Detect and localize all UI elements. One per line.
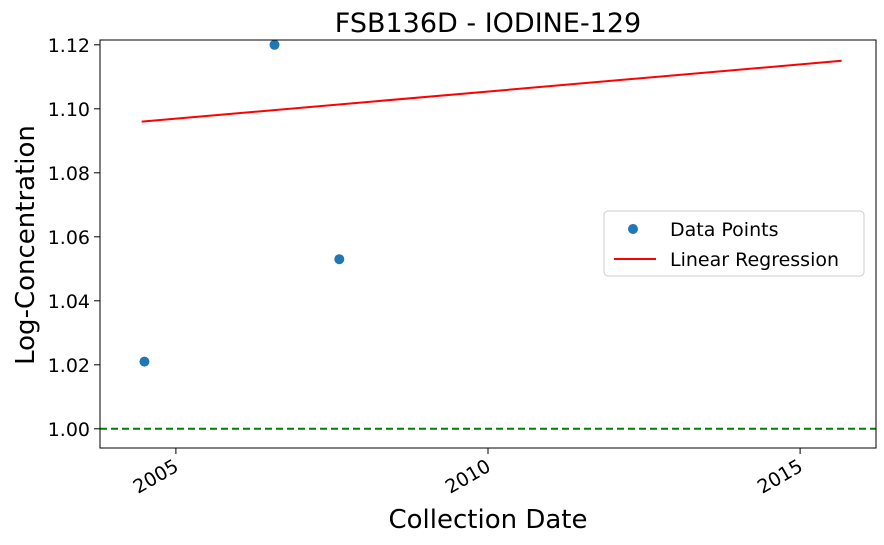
y-tick-label: 1.12 xyxy=(48,35,90,57)
y-axis-title: Log-Concentration xyxy=(11,125,41,365)
y-tick-label: 1.04 xyxy=(48,291,90,313)
x-tick-label: 2005 xyxy=(130,455,183,498)
x-tick-label: 2015 xyxy=(754,455,807,498)
legend-label: Data Points xyxy=(670,219,778,241)
data-point-3 xyxy=(334,254,345,265)
legend-label: Linear Regression xyxy=(670,249,839,271)
legend-point-marker xyxy=(628,224,638,234)
chart-title: FSB136D - IODINE-129 xyxy=(335,8,641,39)
x-axis-title: Collection Date xyxy=(388,505,587,535)
legend: Data Points Linear Regression xyxy=(603,210,865,277)
y-tick-label: 1.02 xyxy=(48,355,90,377)
regression-line xyxy=(141,59,842,123)
y-tick-label: 1.08 xyxy=(48,163,90,185)
data-point-2 xyxy=(269,39,280,50)
y-tick-label: 1.00 xyxy=(48,419,90,441)
y-tick-label: 1.10 xyxy=(48,99,90,121)
data-point-1 xyxy=(139,356,150,367)
legend-box xyxy=(603,210,865,277)
y-tick-label: 1.06 xyxy=(48,227,90,249)
x-tick-label: 2010 xyxy=(442,455,495,498)
